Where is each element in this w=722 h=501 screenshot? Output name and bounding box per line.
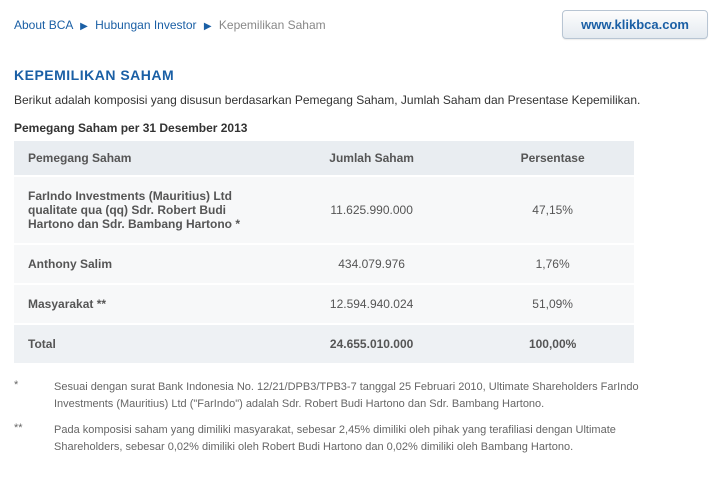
- table-total-row: Total 24.655.010.000 100,00%: [14, 324, 634, 364]
- cell-shares: 12.594.940.024: [272, 284, 471, 324]
- col-pct: Persentase: [471, 141, 634, 176]
- cell-shares: 11.625.990.000: [272, 176, 471, 244]
- klikbca-button[interactable]: www.klikbca.com: [562, 10, 708, 39]
- cell-shareholder: Anthony Salim: [14, 244, 272, 284]
- table-row: Anthony Salim 434.079.976 1,76%: [14, 244, 634, 284]
- footnotes: * Sesuai dengan surat Bank Indonesia No.…: [14, 379, 654, 455]
- table-row: FarIndo Investments (Mauritius) Ltd qual…: [14, 176, 634, 244]
- shares-table: Pemegang Saham Jumlah Saham Persentase F…: [14, 141, 634, 365]
- top-bar: About BCA ▶ Hubungan Investor ▶ Kepemili…: [14, 10, 708, 45]
- breadcrumb-current: Kepemilikan Saham: [219, 18, 326, 32]
- footnote: * Sesuai dengan surat Bank Indonesia No.…: [14, 379, 654, 412]
- intro-text: Berikut adalah komposisi yang disusun be…: [14, 93, 708, 107]
- breadcrumb-investor[interactable]: Hubungan Investor: [95, 18, 196, 32]
- cell-pct: 47,15%: [471, 176, 634, 244]
- footnote: ** Pada komposisi saham yang dimiliki ma…: [14, 422, 654, 455]
- col-shares: Jumlah Saham: [272, 141, 471, 176]
- footnote-mark: **: [14, 422, 54, 455]
- cell-total-label: Total: [14, 324, 272, 364]
- table-subhead: Pemegang Saham per 31 Desember 2013: [14, 121, 708, 135]
- table-row: Masyarakat ** 12.594.940.024 51,09%: [14, 284, 634, 324]
- chevron-right-icon: ▶: [204, 21, 212, 32]
- cell-total-pct: 100,00%: [471, 324, 634, 364]
- table-header-row: Pemegang Saham Jumlah Saham Persentase: [14, 141, 634, 176]
- cell-shares: 434.079.976: [272, 244, 471, 284]
- cell-pct: 1,76%: [471, 244, 634, 284]
- footnote-text: Sesuai dengan surat Bank Indonesia No. 1…: [54, 379, 654, 412]
- breadcrumb-about[interactable]: About BCA: [14, 18, 73, 32]
- cell-pct: 51,09%: [471, 284, 634, 324]
- page-title: KEPEMILIKAN SAHAM: [14, 67, 708, 83]
- cell-shareholder: Masyarakat **: [14, 284, 272, 324]
- col-shareholder: Pemegang Saham: [14, 141, 272, 176]
- footnote-mark: *: [14, 379, 54, 412]
- cell-shareholder: FarIndo Investments (Mauritius) Ltd qual…: [14, 176, 272, 244]
- cell-total-shares: 24.655.010.000: [272, 324, 471, 364]
- breadcrumb: About BCA ▶ Hubungan Investor ▶ Kepemili…: [14, 18, 326, 32]
- chevron-right-icon: ▶: [80, 21, 88, 32]
- footnote-text: Pada komposisi saham yang dimiliki masya…: [54, 422, 654, 455]
